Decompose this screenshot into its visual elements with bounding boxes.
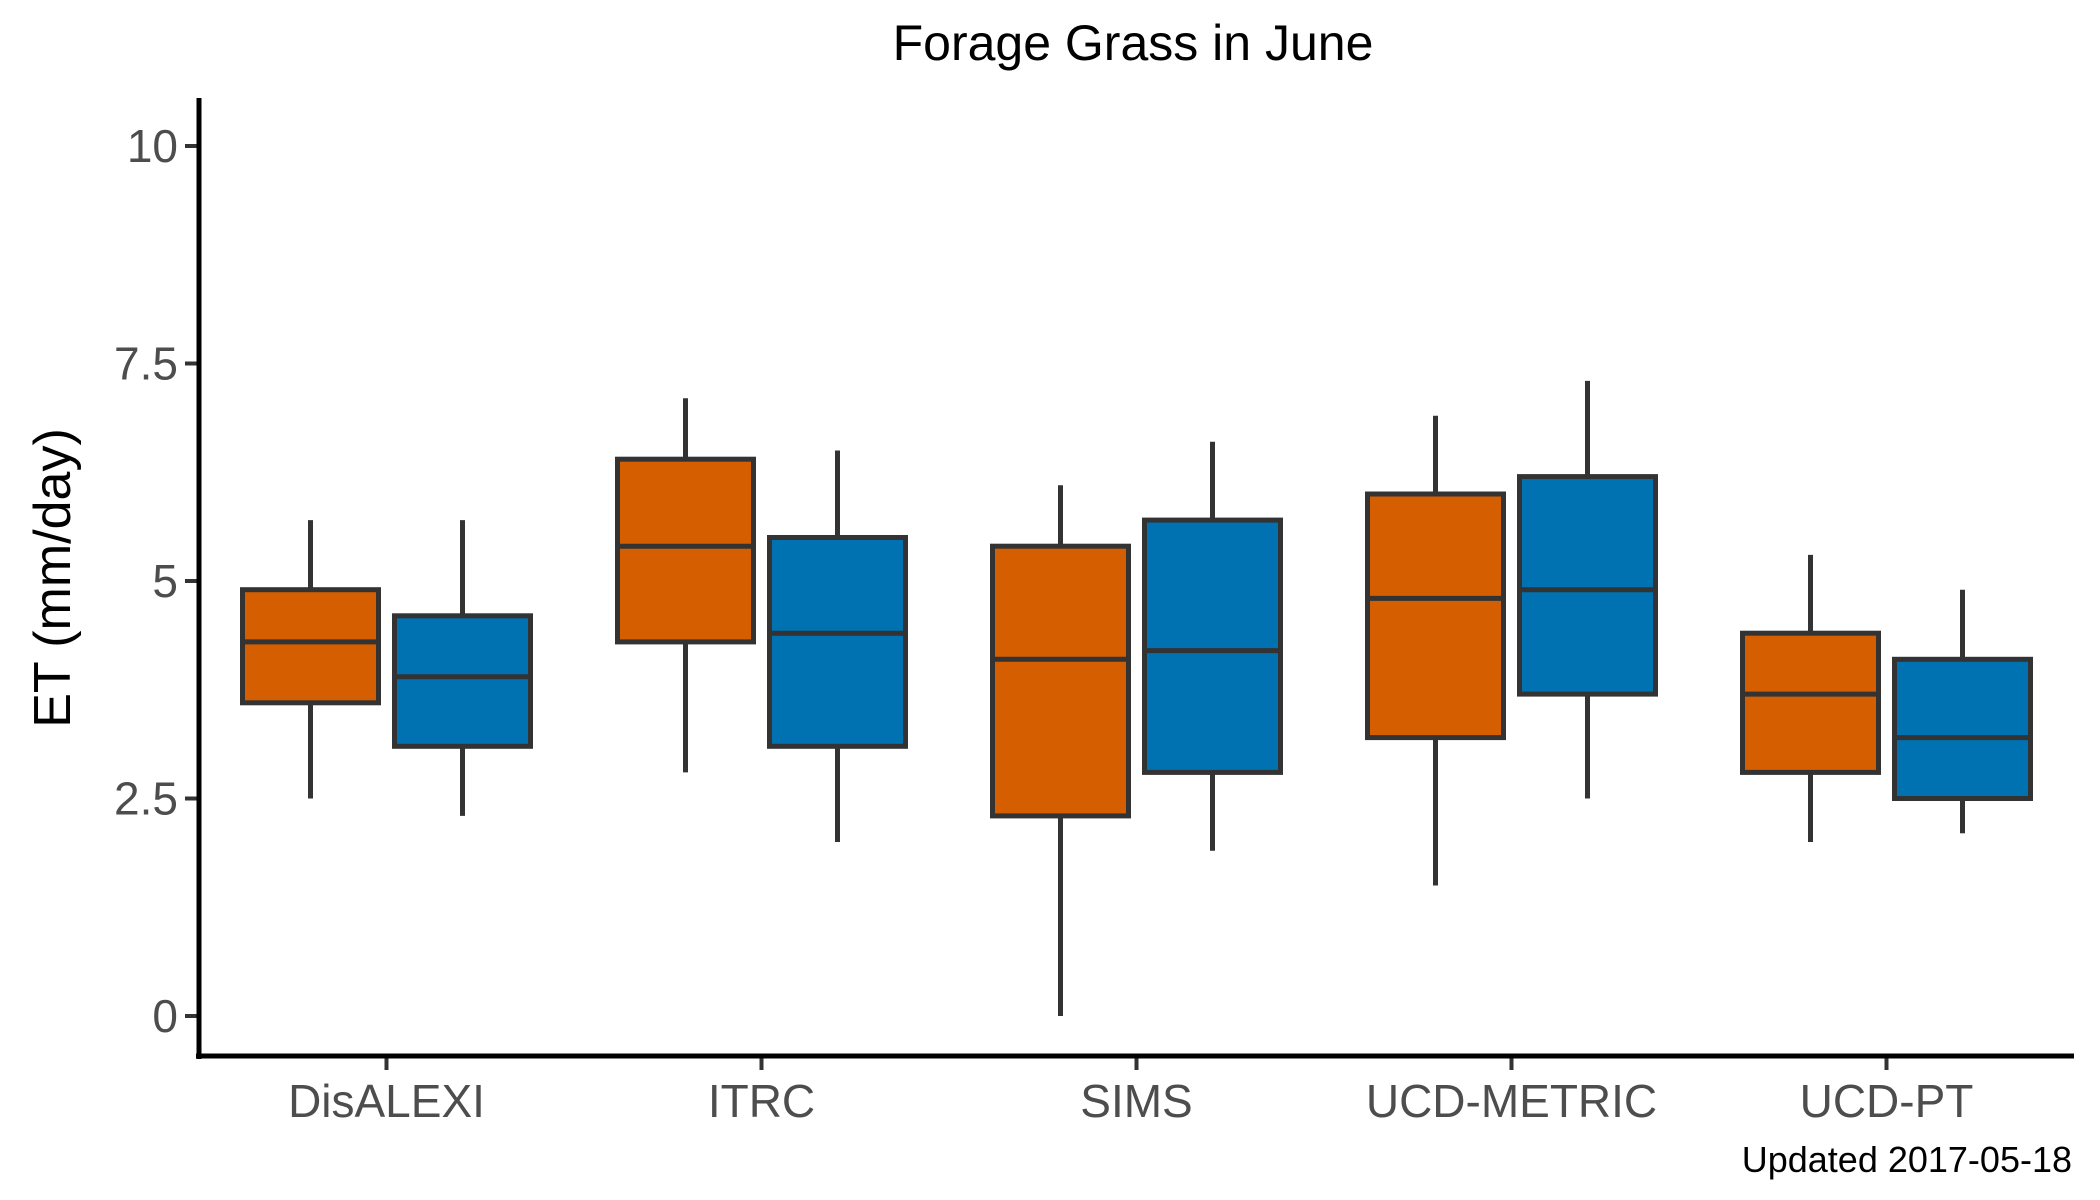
box-body (1365, 491, 1506, 741)
x-axis-ticks: DisALEXI ITRC SIMS UCD-METRIC UCD-PT (288, 1056, 1973, 1127)
y-tick-label: 7.5 (114, 338, 178, 390)
y-tick-label: 10 (127, 120, 178, 172)
box-body (392, 613, 533, 749)
box-disalexi-2 (392, 520, 533, 816)
x-tick-label: UCD-PT (1800, 1075, 1974, 1127)
box-body (1892, 656, 2033, 801)
box-body (1740, 630, 1881, 775)
y-axis-label: ET (mm/day) (24, 428, 82, 728)
box-ucd-metric-1 (1365, 415, 1506, 886)
box-itrc-1 (615, 398, 756, 773)
box-body (615, 456, 756, 645)
x-tick-label: SIMS (1080, 1075, 1192, 1127)
box-ucd-pt-1 (1740, 554, 1881, 842)
box-body (1517, 474, 1658, 697)
box-itrc-2 (767, 450, 908, 842)
updated-caption: Updated 2017-05-18 (1742, 1139, 2072, 1180)
box-sims-2 (1142, 441, 1283, 851)
y-tick-label: 0 (152, 990, 178, 1042)
box-ucd-pt-2 (1892, 589, 2033, 834)
y-tick-label: 2.5 (114, 773, 178, 825)
box-series (240, 380, 2033, 1016)
box-body (990, 543, 1131, 819)
box-disalexi-1 (240, 520, 381, 799)
box-body (1142, 517, 1283, 775)
y-tick-label: 5 (152, 555, 178, 607)
box-body (240, 587, 381, 706)
box-sims-1 (990, 485, 1131, 1016)
box-ucd-metric-2 (1517, 380, 1658, 799)
x-tick-label: ITRC (708, 1075, 815, 1127)
chart-title: Forage Grass in June (893, 15, 1374, 71)
box-body (767, 535, 908, 749)
y-axis-ticks: 0 2.5 5 7.5 10 (114, 120, 199, 1042)
x-tick-label: DisALEXI (288, 1075, 485, 1127)
x-tick-label: UCD-METRIC (1366, 1075, 1657, 1127)
